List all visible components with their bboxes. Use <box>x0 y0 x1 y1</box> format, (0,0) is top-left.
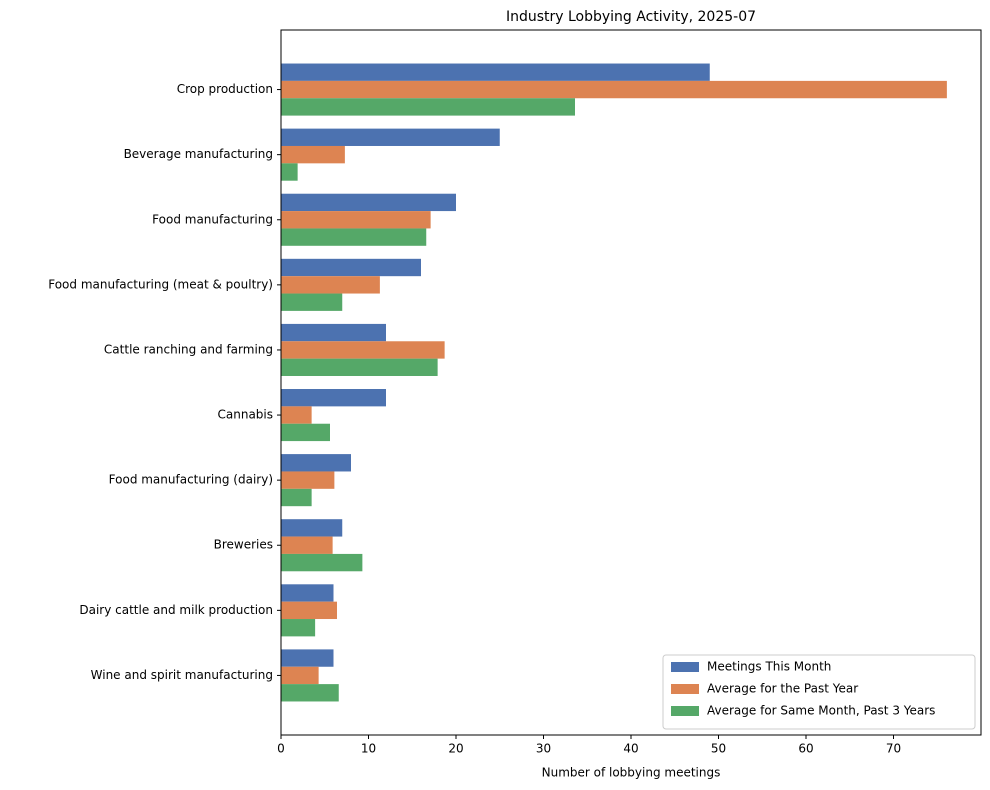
bar <box>281 423 330 442</box>
x-tick-label: 20 <box>448 742 463 756</box>
legend-label: Meetings This Month <box>707 660 831 674</box>
bar <box>281 666 319 685</box>
legend-label: Average for Same Month, Past 3 Years <box>707 704 935 718</box>
bar <box>281 488 312 507</box>
bar <box>281 276 380 294</box>
bar <box>281 193 456 212</box>
bar <box>281 358 438 376</box>
bar <box>281 128 500 146</box>
bar <box>281 80 947 99</box>
bar <box>281 553 363 572</box>
x-tick-label: 70 <box>886 742 901 756</box>
bar <box>281 619 316 637</box>
legend-box <box>662 654 976 730</box>
y-tick-label: Food manufacturing (dairy) <box>109 473 273 487</box>
x-tick-label: 10 <box>361 742 376 756</box>
y-tick-label: Cattle ranching and farming <box>104 342 273 356</box>
bar <box>281 341 445 359</box>
y-tick-label: Food manufacturing (meat & poultry) <box>48 277 273 291</box>
chart-title: Industry Lobbying Activity, 2025-07 <box>506 9 756 25</box>
bar <box>281 63 710 81</box>
legend-swatch <box>671 662 699 672</box>
bar <box>281 684 339 702</box>
bar <box>281 649 334 667</box>
bar <box>281 471 335 489</box>
bar <box>281 406 312 424</box>
bar <box>281 519 343 537</box>
legend: Meetings This Month Average for the Past … <box>662 654 976 730</box>
bar <box>281 258 421 277</box>
y-tick-label: Food manufacturing <box>152 212 273 226</box>
bar <box>281 211 431 229</box>
y-tick-label: Breweries <box>214 538 273 552</box>
bar <box>281 145 345 164</box>
bar <box>281 536 333 554</box>
bar <box>281 98 575 116</box>
y-tick-label: Dairy cattle and milk production <box>79 603 273 617</box>
legend-swatch <box>671 684 699 694</box>
y-tick-label: Cannabis <box>218 408 274 422</box>
x-tick-label: 60 <box>798 742 813 756</box>
y-tick-label: Beverage manufacturing <box>124 147 273 161</box>
bar <box>281 454 351 472</box>
bar <box>281 323 386 342</box>
bar <box>281 584 334 602</box>
bar <box>281 601 337 620</box>
bar <box>281 228 427 246</box>
x-tick-label: 0 <box>277 742 285 756</box>
legend-label: Average for the Past Year <box>707 682 858 696</box>
x-tick-label: 40 <box>623 742 638 756</box>
bar <box>281 293 343 311</box>
x-tick-label: 50 <box>711 742 726 756</box>
x-axis-label: Number of lobbying meetings <box>542 766 721 780</box>
plot-frame <box>280 29 982 736</box>
y-tick-label: Wine and spirit manufacturing <box>91 668 273 682</box>
bar <box>281 163 298 181</box>
bar <box>281 389 386 407</box>
legend-swatch <box>671 706 699 716</box>
x-tick-label: 30 <box>536 742 551 756</box>
y-tick-label: Crop production <box>177 82 273 96</box>
